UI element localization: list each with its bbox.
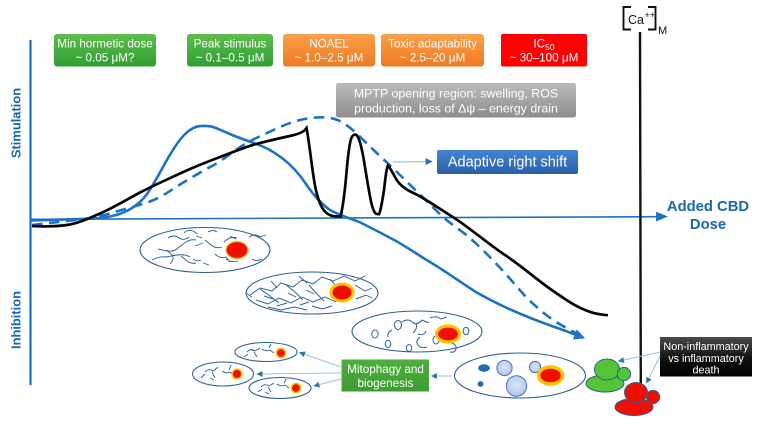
svg-text:++: ++ (645, 10, 656, 20)
svg-text:~ 30–100 μM: ~ 30–100 μM (510, 52, 579, 65)
svg-text:Peak stimulus: Peak stimulus (194, 38, 267, 51)
svg-text:production, loss of Δψ – energ: production, loss of Δψ – energy drain (354, 102, 558, 116)
svg-text:Added CBD: Added CBD (667, 199, 750, 215)
svg-text:Inhibition: Inhibition (9, 291, 24, 349)
svg-text:Dose: Dose (690, 217, 726, 233)
svg-text:~ 0.1–0.5 μM: ~ 0.1–0.5 μM (196, 52, 265, 65)
svg-text:Adaptive right shift: Adaptive right shift (448, 155, 567, 171)
svg-text:~ 0.05 μM?: ~ 0.05 μM? (75, 52, 135, 65)
svg-text:biogenesis: biogenesis (358, 377, 414, 390)
svg-text:MPTP opening region: swelling,: MPTP opening region: swelling, ROS (354, 87, 558, 101)
svg-text:Mitophagy and: Mitophagy and (347, 363, 424, 376)
svg-text:~ 2.5–20 μM: ~ 2.5–20 μM (400, 52, 466, 65)
svg-text:Ca: Ca (628, 13, 644, 27)
svg-text:Toxic adaptability: Toxic adaptability (388, 38, 477, 51)
svg-text:Min hormetic dose: Min hormetic dose (57, 38, 153, 51)
svg-text:death: death (692, 365, 719, 377)
svg-text:IC50: IC50 (533, 38, 554, 53)
svg-text:NOAEL: NOAEL (309, 38, 349, 51)
svg-text:vs inflammatory: vs inflammatory (668, 353, 744, 365)
svg-text:Non-inflammatory: Non-inflammatory (663, 341, 749, 353)
svg-text:Stimulation: Stimulation (9, 88, 24, 158)
svg-text:~ 1.0–2.5 μM: ~ 1.0–2.5 μM (295, 52, 364, 65)
svg-text:M: M (658, 25, 667, 37)
